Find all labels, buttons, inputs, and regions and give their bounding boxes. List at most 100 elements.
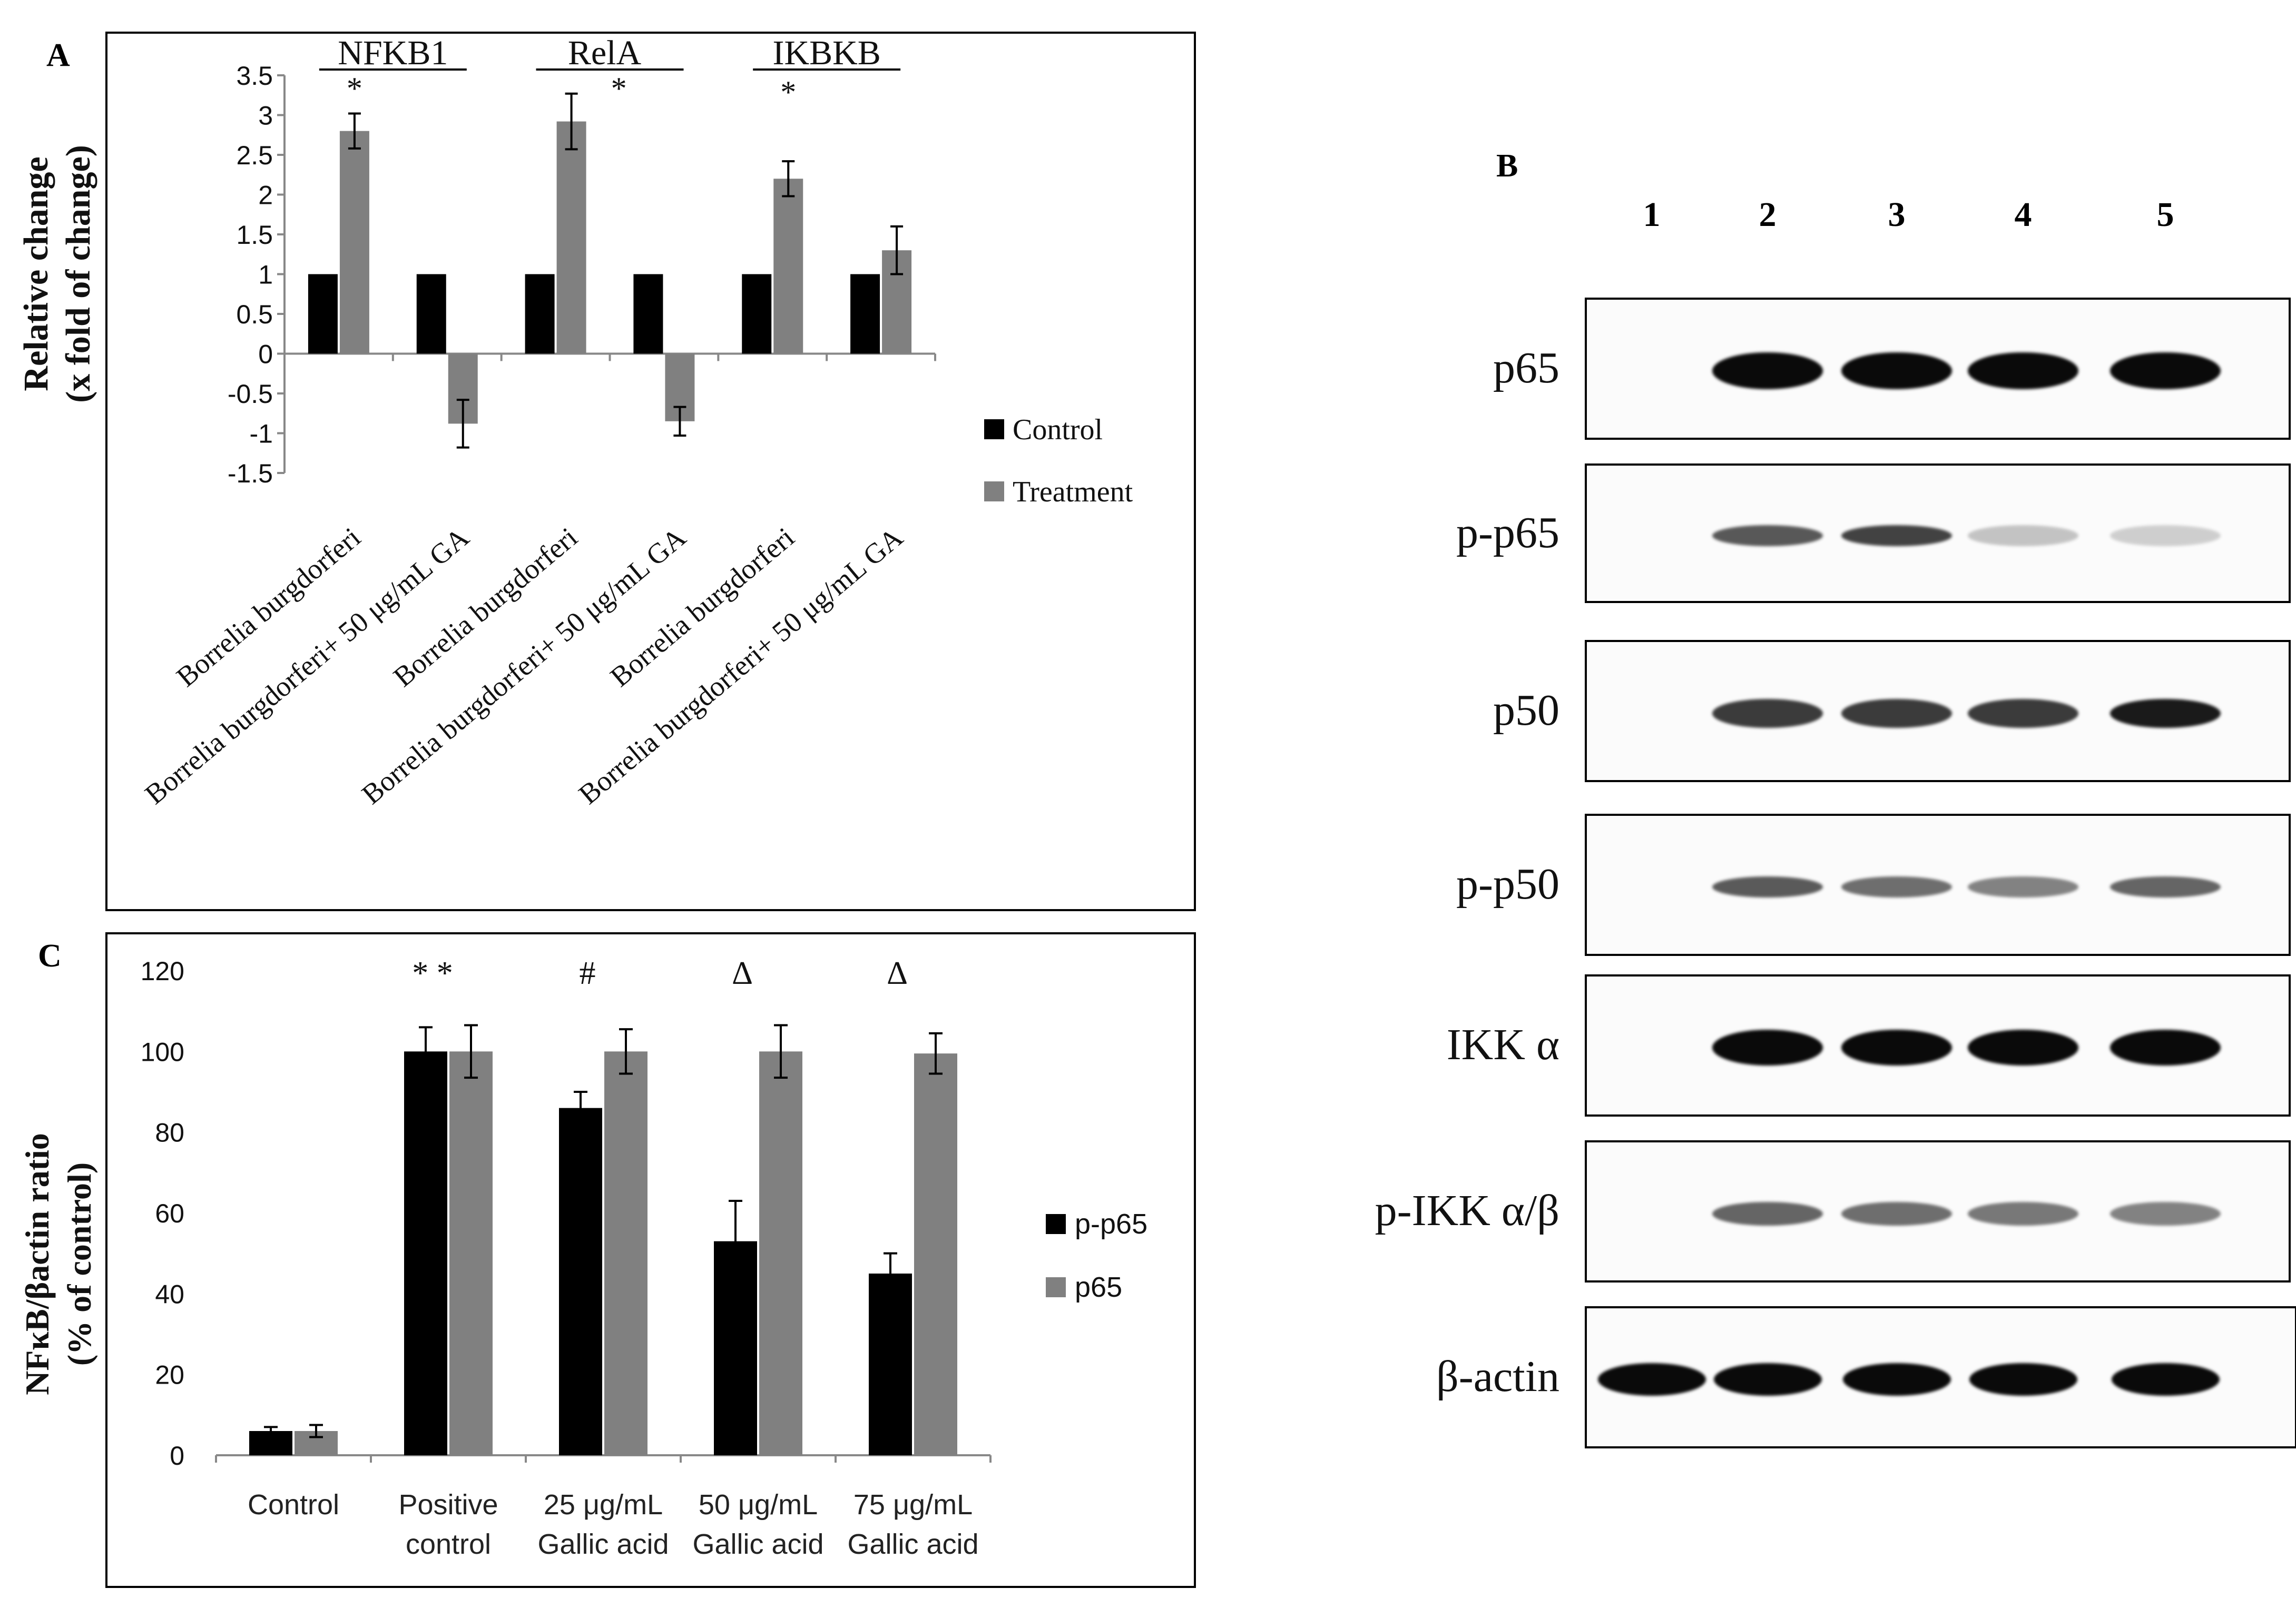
bar-p65 <box>604 1051 647 1455</box>
panel-a-letter: A <box>46 37 70 73</box>
gene-group-label: NFKB1 <box>338 34 448 72</box>
bar-p65 <box>759 1051 802 1455</box>
blot-band <box>2110 1201 2221 1226</box>
bar-p65 <box>449 1051 493 1455</box>
x-category-label: 25 μg/mL <box>544 1489 663 1521</box>
significance-marker: Δ <box>887 955 908 991</box>
significance-marker: # <box>580 955 596 991</box>
y-tick-label: 120 <box>141 956 184 986</box>
x-category-label: 75 μg/mL <box>853 1489 973 1521</box>
blot-row-4 <box>1585 974 2291 1117</box>
blot-band <box>2110 876 2221 897</box>
legend-label-p-p65: p-p65 <box>1075 1208 1147 1240</box>
bar-control <box>308 274 338 354</box>
panel-a <box>105 32 1196 911</box>
y-tick-label: 2.5 <box>236 141 273 170</box>
bar-treatment <box>339 131 369 354</box>
bar-treatment <box>556 121 586 354</box>
lane-label-1: 1 <box>1643 195 1661 234</box>
significance-marker: * * <box>412 955 453 991</box>
blot-band <box>1597 1363 1706 1396</box>
blot-row-label: p65 <box>1493 343 1559 392</box>
blot-band <box>1712 698 1823 728</box>
blot-band <box>1712 525 1823 546</box>
y-tick-label: 60 <box>155 1199 184 1228</box>
bar-treatment <box>773 179 803 354</box>
lane-label-5: 5 <box>2156 195 2174 234</box>
lane-label-3: 3 <box>1888 195 1906 234</box>
blot-row-5 <box>1585 1140 2291 1283</box>
y-tick-label: 0 <box>258 340 273 369</box>
bar-p-p65 <box>559 1108 602 1455</box>
blot-row-label: p-IKK α/β <box>1375 1186 1559 1235</box>
blot-band <box>2110 698 2221 728</box>
y-tick-label: 0 <box>170 1441 184 1471</box>
bar-control <box>633 274 663 354</box>
blot-row-label: β-actin <box>1436 1352 1559 1401</box>
blot-band <box>1713 1363 1822 1396</box>
y-tick-label: 80 <box>155 1118 184 1148</box>
bar-control <box>525 274 555 354</box>
blot-band <box>1968 525 2078 546</box>
bar-control <box>742 274 772 354</box>
y-tick-label: 1.5 <box>236 220 273 250</box>
blot-row-3 <box>1585 814 2291 956</box>
y-tick-label: 40 <box>155 1279 184 1309</box>
y-axis-title: Relative change <box>17 156 55 391</box>
x-category-label: Control <box>248 1489 339 1521</box>
panel-c <box>105 932 1196 1588</box>
x-category-label: control <box>406 1528 491 1560</box>
panel-b-letter: B <box>1496 148 1518 184</box>
significance-marker: * <box>780 75 796 110</box>
blot-band <box>2110 1030 2221 1066</box>
lane-label-4: 4 <box>2014 195 2032 234</box>
blot-band <box>1968 352 2078 389</box>
blot-band <box>1841 352 1952 389</box>
bar-p-p65 <box>404 1051 447 1455</box>
blot-row-label: p-p65 <box>1456 508 1559 557</box>
gene-group-label: RelA <box>568 34 642 72</box>
chart-c: 120 100 80 60 40 20 0 Control Positive control * *… <box>18 955 1147 1560</box>
blot-band <box>1968 698 2078 728</box>
legend-swatch-treatment <box>984 481 1004 501</box>
legend-swatch-control <box>984 419 1004 439</box>
blot-band <box>1968 1030 2078 1066</box>
significance-marker: * <box>611 71 627 106</box>
y-tick-label: 0.5 <box>236 300 273 329</box>
blot-band <box>2111 1363 2220 1396</box>
blot-band <box>1712 1030 1823 1066</box>
blot-band <box>1969 1363 2077 1396</box>
x-category-label: Gallic acid <box>537 1528 669 1560</box>
x-category-label: Gallic acid <box>847 1528 978 1560</box>
y-tick-label: -1 <box>250 419 273 449</box>
blot-band <box>1968 876 2078 897</box>
bar-control <box>850 274 880 354</box>
blot-row-0 <box>1585 298 2291 440</box>
y-tick-label: -1.5 <box>228 459 273 488</box>
blot-band <box>1712 876 1823 897</box>
y-tick-label: 3 <box>258 101 273 131</box>
legend-swatch-p-p65 <box>1046 1214 1066 1234</box>
y-tick-label: 20 <box>155 1360 184 1390</box>
blot-row-label: IKK α <box>1446 1020 1559 1069</box>
bar-p65 <box>914 1053 957 1455</box>
x-category-label: Positive <box>398 1489 498 1521</box>
x-category-label: Gallic acid <box>692 1528 823 1560</box>
blot-band <box>2110 525 2221 546</box>
blot-band <box>2110 352 2221 389</box>
blot-row-label: p50 <box>1493 686 1559 735</box>
blot-band <box>1841 1030 1952 1066</box>
blot-band <box>1842 1363 1951 1396</box>
significance-marker: * <box>347 71 362 106</box>
legend-swatch-p65 <box>1046 1277 1066 1297</box>
y-tick-label: 3.5 <box>236 61 273 91</box>
bar-p-p65 <box>869 1274 912 1455</box>
y-axis-title-2: (% of control) <box>61 1162 98 1366</box>
blot-band <box>1712 1201 1823 1226</box>
bar-control <box>416 274 446 354</box>
blot-band <box>1841 698 1952 728</box>
y-tick-label: -0.5 <box>228 379 273 409</box>
y-tick-label: 1 <box>258 260 273 290</box>
blot-band <box>1841 876 1952 897</box>
blot-row-label: p-p50 <box>1456 860 1559 909</box>
